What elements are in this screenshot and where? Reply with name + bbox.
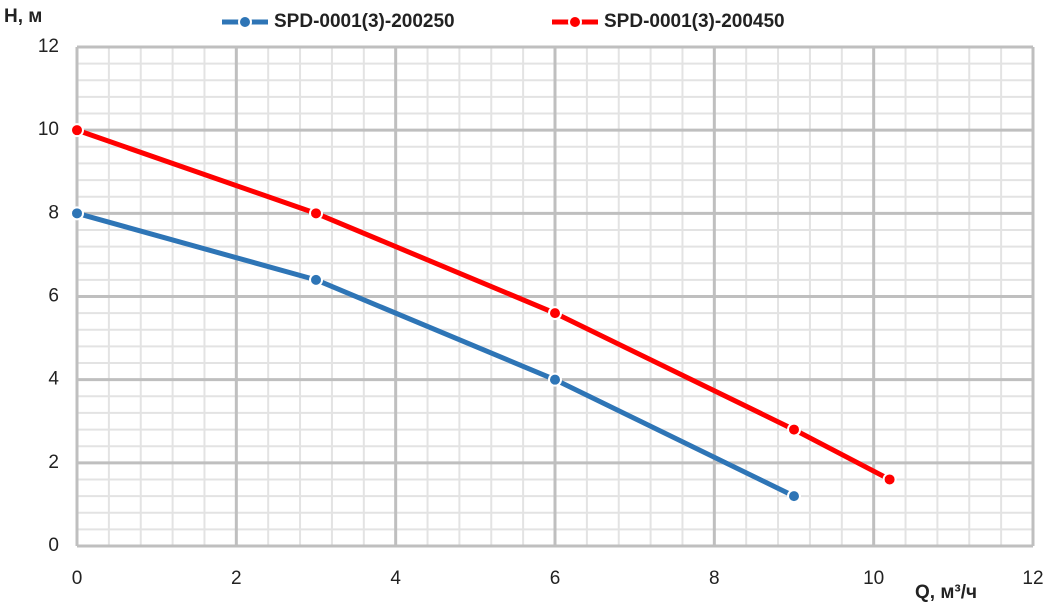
x-axis-label: Q, м³/ч	[915, 582, 977, 603]
y-tick-label: 4	[48, 369, 59, 390]
x-tick-label: 4	[390, 568, 401, 589]
x-tick-label: 2	[231, 568, 242, 589]
data-point	[548, 372, 562, 387]
y-axis-label: H, м	[4, 6, 42, 27]
x-tick-label: 10	[863, 568, 884, 589]
data-point	[548, 306, 562, 321]
y-tick-label: 8	[48, 202, 59, 223]
y-tick-label: 2	[48, 452, 59, 473]
x-tick-label: 6	[550, 568, 561, 589]
y-tick-label: 12	[38, 36, 59, 57]
data-point	[882, 472, 897, 487]
grid	[75, 45, 1035, 548]
x-tick-label: 8	[709, 568, 720, 589]
y-tick-label: 10	[38, 119, 59, 140]
x-tick-label: 12	[1022, 568, 1043, 589]
data-point	[70, 206, 84, 221]
data-point	[787, 489, 801, 504]
x-tick-label: 0	[72, 568, 83, 589]
y-tick-label: 6	[48, 286, 59, 307]
legend-marker	[238, 15, 252, 29]
data-point	[787, 422, 801, 437]
legend-label: SPD-0001(3)-200450	[604, 11, 785, 32]
y-tick-label: 0	[48, 535, 59, 556]
data-point	[309, 206, 323, 221]
legend-marker	[568, 15, 582, 29]
series-line	[76, 127, 891, 482]
data-point	[309, 272, 323, 287]
legend-label: SPD-0001(3)-200250	[274, 11, 455, 32]
data-point	[70, 123, 84, 138]
series-line	[76, 210, 796, 499]
